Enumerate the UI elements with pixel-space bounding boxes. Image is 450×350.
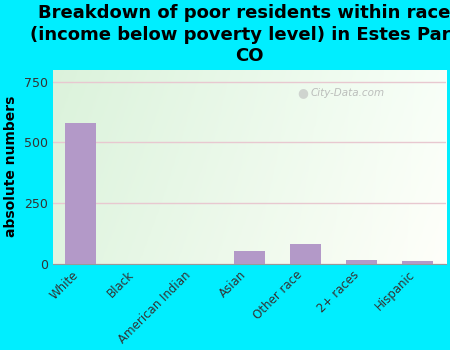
Bar — [402, 261, 433, 264]
Bar — [65, 123, 96, 264]
Text: City-Data.com: City-Data.com — [310, 88, 385, 98]
Bar — [234, 251, 265, 264]
Y-axis label: absolute numbers: absolute numbers — [4, 96, 18, 237]
Bar — [290, 244, 321, 264]
Bar — [346, 260, 377, 264]
Text: ●: ● — [297, 86, 308, 99]
Title: Breakdown of poor residents within races
(income below poverty level) in Estes P: Breakdown of poor residents within races… — [30, 4, 450, 65]
